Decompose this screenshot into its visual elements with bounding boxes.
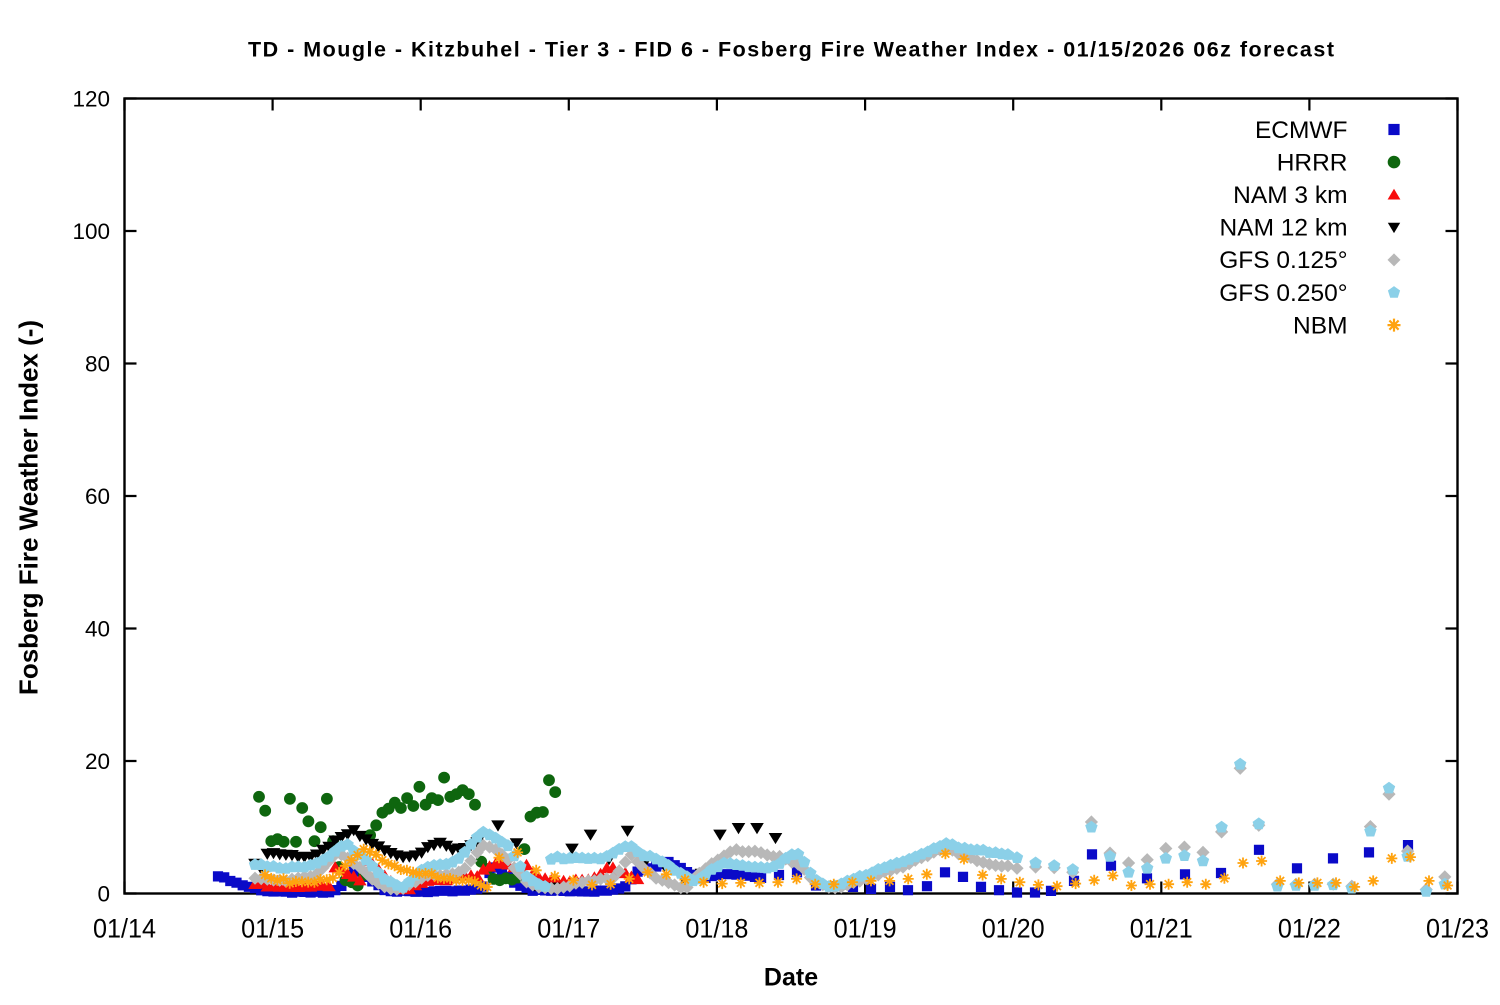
svg-text:ECMWF: ECMWF	[1255, 117, 1348, 144]
svg-text:01/14: 01/14	[93, 914, 156, 944]
svg-text:100: 100	[72, 219, 110, 244]
svg-text:01/17: 01/17	[537, 914, 600, 944]
svg-text:NAM 12 km: NAM 12 km	[1220, 215, 1348, 242]
svg-text:01/20: 01/20	[982, 914, 1045, 944]
svg-text:01/21: 01/21	[1130, 914, 1193, 944]
svg-text:Date: Date	[764, 964, 818, 992]
svg-text:01/16: 01/16	[389, 914, 452, 944]
svg-text:GFS 0.250°: GFS 0.250°	[1219, 280, 1347, 307]
svg-text:60: 60	[85, 484, 110, 509]
svg-text:Fosberg Fire Weather Index (-): Fosberg Fire Weather Index (-)	[14, 320, 44, 695]
svg-text:TD - Mougle - Kitzbuhel - Tier: TD - Mougle - Kitzbuhel - Tier 3 - FID 6…	[248, 38, 1334, 62]
svg-text:01/19: 01/19	[834, 914, 897, 944]
svg-text:GFS 0.125°: GFS 0.125°	[1219, 247, 1347, 274]
svg-text:01/15: 01/15	[241, 914, 304, 944]
svg-text:HRRR: HRRR	[1277, 149, 1348, 176]
svg-text:01/22: 01/22	[1278, 914, 1341, 944]
svg-text:120: 120	[72, 87, 110, 112]
svg-text:20: 20	[85, 749, 110, 774]
svg-text:01/23: 01/23	[1426, 914, 1489, 944]
svg-text:0: 0	[97, 882, 110, 907]
svg-text:NAM 3 km: NAM 3 km	[1233, 182, 1347, 209]
svg-text:01/18: 01/18	[685, 914, 748, 944]
svg-text:NBM: NBM	[1293, 312, 1347, 339]
svg-text:40: 40	[85, 617, 110, 642]
svg-text:80: 80	[85, 352, 110, 377]
